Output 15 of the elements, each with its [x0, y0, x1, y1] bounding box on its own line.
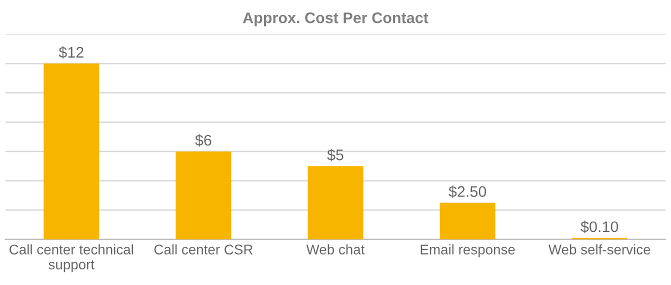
x-tick-label: Call center CSR [154, 244, 253, 254]
bar [44, 64, 100, 240]
chart-title: Approx. Cost Per Contact [242, 12, 428, 26]
x-tick-label: Web chat [306, 244, 365, 254]
bar [440, 202, 496, 240]
data-label: $2.50 [448, 186, 486, 198]
x-tick-label: Call center technical support [10, 244, 133, 272]
bar [308, 166, 364, 240]
data-label: $6 [195, 134, 212, 147]
data-label: $12 [58, 46, 84, 59]
data-label: $5 [327, 148, 344, 162]
x-tick-label: Web self-service [548, 244, 650, 254]
x-tick-label: Email response [420, 244, 515, 258]
bar [176, 151, 232, 240]
data-label: $0.10 [580, 220, 618, 234]
